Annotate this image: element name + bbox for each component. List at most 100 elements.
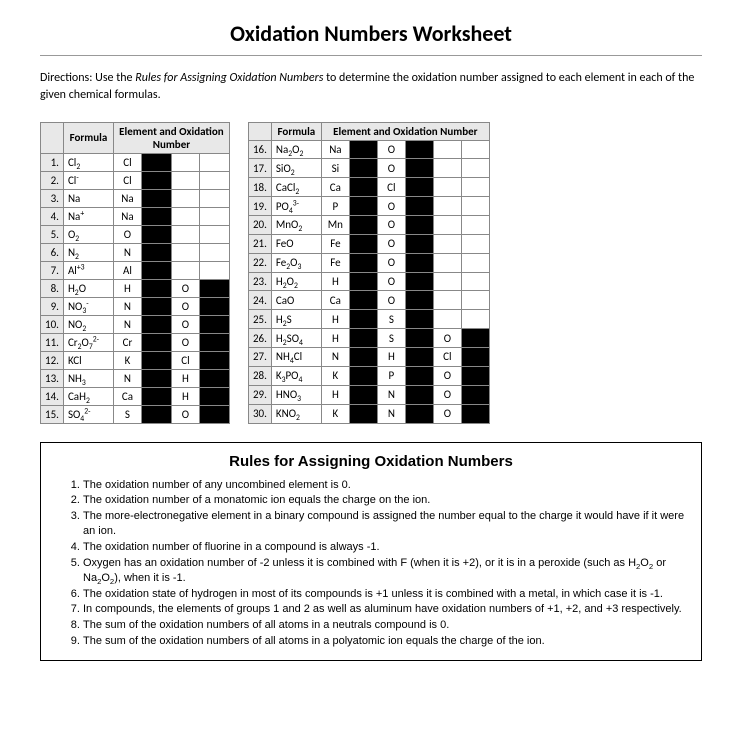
row-number: 12. [41,351,64,369]
element-cell: Si [321,159,349,178]
left-formula-header: Formula [63,122,113,153]
answer-cell[interactable] [461,348,489,367]
answer-cell[interactable] [199,315,229,333]
answer-cell[interactable] [349,348,377,367]
rule-item: The more-electronegative element in a bi… [83,509,687,539]
table-row: 30.KNO2KNO [248,404,489,423]
rule-item: Oxygen has an oxidation number of -2 unl… [83,556,687,586]
left-element-header: Element and Oxidation Number [113,122,229,153]
answer-cell[interactable] [199,297,229,315]
element-cell: O [171,279,199,297]
right-blank-header [248,122,271,140]
answer-cell[interactable] [405,197,433,216]
answer-cell[interactable] [141,189,171,207]
answer-cell[interactable] [405,272,433,291]
answer-cell[interactable] [141,351,171,369]
element-cell: H [377,348,405,367]
formula-cell: O2 [63,225,113,243]
answer-cell[interactable] [405,348,433,367]
answer-cell[interactable] [405,178,433,197]
table-row: 24.CaOCaO [248,291,489,310]
table-row: 25.H2SHS [248,310,489,329]
table-row: 20.MnO2MnO [248,216,489,235]
answer-cell [199,153,229,171]
element-cell [433,197,461,216]
answer-cell[interactable] [349,385,377,404]
element-cell: O [377,197,405,216]
answer-cell[interactable] [461,404,489,423]
answer-cell[interactable] [405,159,433,178]
answer-cell [199,189,229,207]
element-cell: O [433,404,461,423]
answer-cell[interactable] [141,225,171,243]
answer-cell[interactable] [349,272,377,291]
answer-cell[interactable] [349,159,377,178]
element-cell [433,291,461,310]
answer-cell[interactable] [349,291,377,310]
answer-cell[interactable] [349,216,377,235]
element-cell: N [377,385,405,404]
answer-cell[interactable] [349,329,377,348]
table-row: 29.HNO3HNO [248,385,489,404]
answer-cell[interactable] [349,197,377,216]
answer-cell[interactable] [405,216,433,235]
answer-cell[interactable] [141,333,171,351]
answer-cell[interactable] [405,291,433,310]
answer-cell[interactable] [199,279,229,297]
answer-cell[interactable] [199,351,229,369]
answer-cell[interactable] [405,234,433,253]
formula-cell: NO2 [63,315,113,333]
answer-cell[interactable] [141,315,171,333]
answer-cell[interactable] [141,369,171,387]
answer-cell[interactable] [141,243,171,261]
answer-cell[interactable] [349,253,377,272]
answer-cell [461,178,489,197]
rule-item: The oxidation number of fluorine in a co… [83,540,687,555]
table-row: 15.SO42-SO [41,405,230,423]
row-number: 10. [41,315,64,333]
answer-cell[interactable] [141,387,171,405]
answer-cell[interactable] [349,366,377,385]
answer-cell[interactable] [141,153,171,171]
table-row: 9.NO3-NO [41,297,230,315]
answer-cell[interactable] [141,261,171,279]
table-row: 22.Fe2O3FeO [248,253,489,272]
answer-cell[interactable] [461,366,489,385]
answer-cell[interactable] [199,369,229,387]
element-cell: Na [113,207,141,225]
answer-cell[interactable] [349,310,377,329]
answer-cell[interactable] [405,310,433,329]
answer-cell[interactable] [405,404,433,423]
formula-cell: N2 [63,243,113,261]
answer-cell[interactable] [349,140,377,159]
answer-cell[interactable] [141,405,171,423]
answer-cell[interactable] [405,329,433,348]
answer-cell[interactable] [461,329,489,348]
answer-cell[interactable] [199,387,229,405]
answer-cell[interactable] [141,171,171,189]
answer-cell[interactable] [141,207,171,225]
answer-cell[interactable] [349,404,377,423]
answer-cell[interactable] [349,234,377,253]
element-cell: O [377,216,405,235]
table-row: 5.O2O [41,225,230,243]
answer-cell[interactable] [199,405,229,423]
row-number: 30. [248,404,271,423]
answer-cell[interactable] [405,366,433,385]
table-row: 17.SiO2SiO [248,159,489,178]
answer-cell[interactable] [141,297,171,315]
answer-cell[interactable] [141,279,171,297]
answer-cell[interactable] [405,385,433,404]
element-cell: O [377,234,405,253]
answer-cell[interactable] [199,333,229,351]
answer-cell [199,243,229,261]
answer-cell[interactable] [461,385,489,404]
answer-cell[interactable] [405,253,433,272]
formula-cell: H2SO4 [271,329,321,348]
answer-cell [199,225,229,243]
answer-cell[interactable] [349,178,377,197]
element-cell [433,253,461,272]
row-number: 22. [248,253,271,272]
row-number: 8. [41,279,64,297]
answer-cell[interactable] [405,140,433,159]
